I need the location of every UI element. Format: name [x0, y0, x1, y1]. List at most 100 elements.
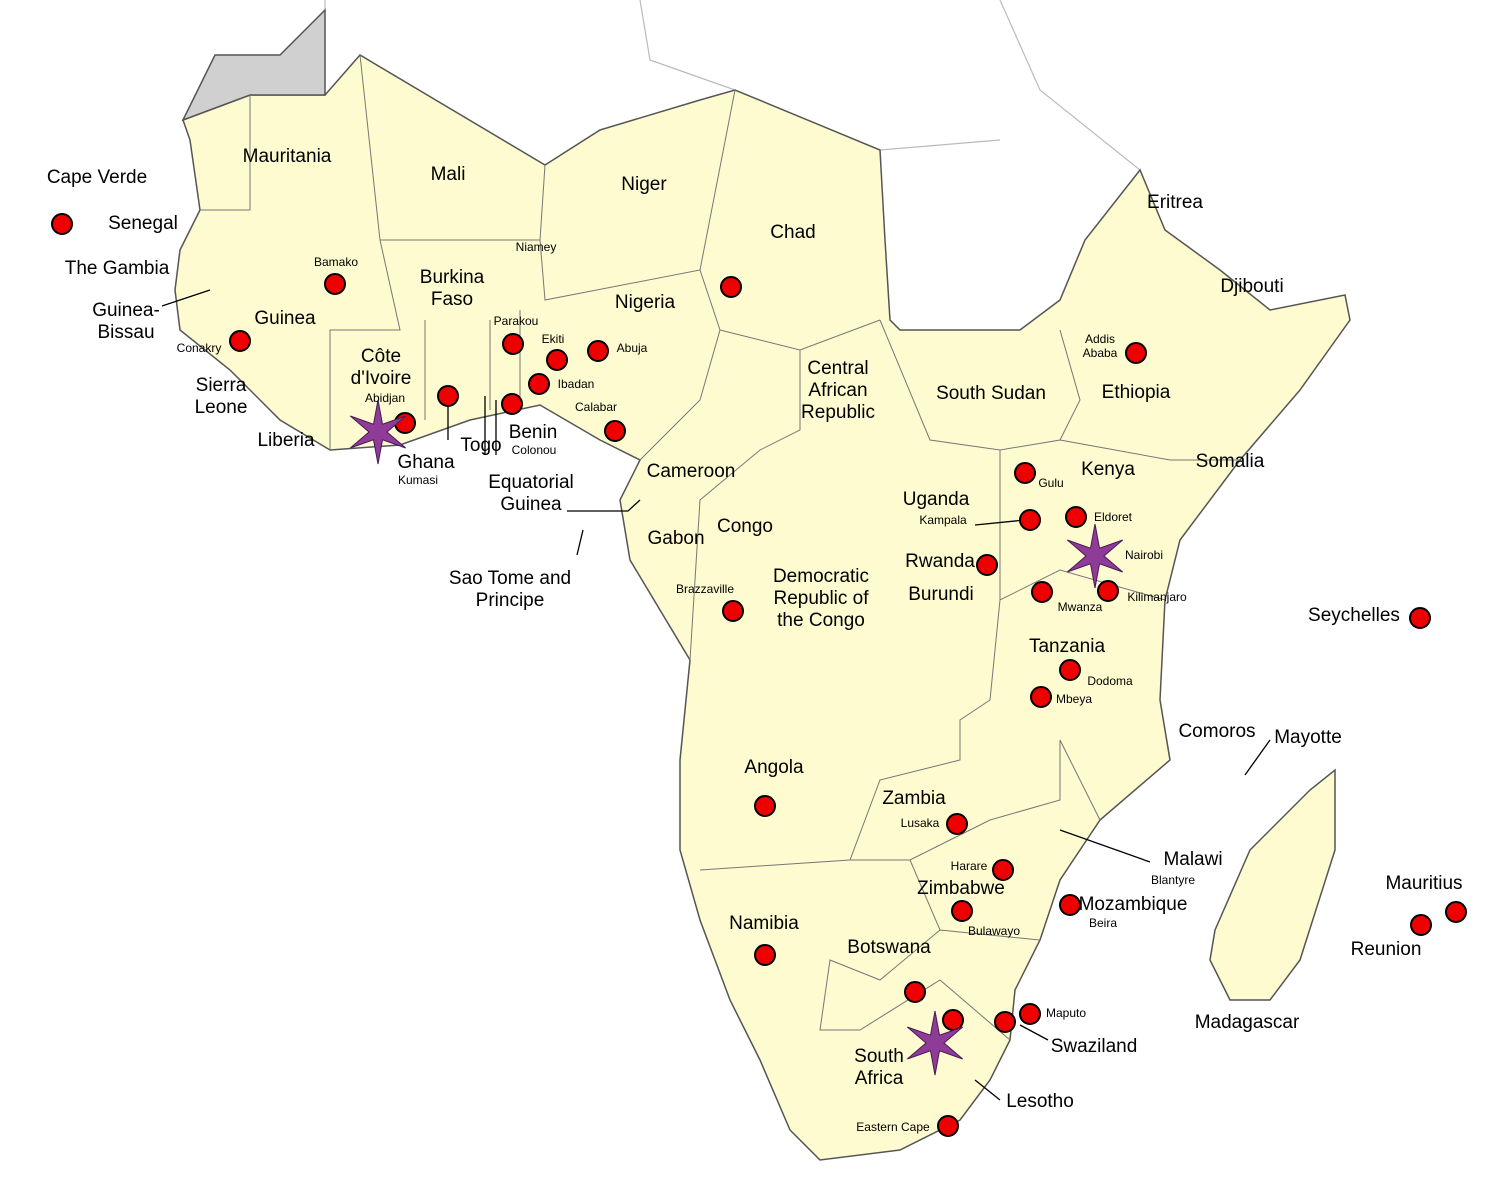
site-dot: [1014, 462, 1036, 484]
country-label: Mauritius: [1385, 873, 1463, 895]
country-label: Equatorial Guinea: [488, 472, 574, 515]
country-label: Cape Verde: [46, 167, 148, 189]
site-dot: [1019, 509, 1041, 531]
country-label: Mali: [430, 164, 466, 186]
country-label: Lesotho: [1006, 1091, 1074, 1113]
city-label: Dodoma: [1087, 674, 1133, 689]
country-label: Namibia: [729, 913, 799, 935]
site-dot: [720, 276, 742, 298]
country-label: Guinea-Bissau: [92, 300, 160, 343]
city-label: Ibadan: [557, 377, 595, 392]
country-label: Mozambique: [1078, 894, 1188, 916]
site-dot: [1030, 686, 1052, 708]
city-label: Harare: [950, 859, 988, 874]
city-label: Kilimanjaro: [1127, 590, 1187, 605]
site-dot: [722, 600, 744, 622]
site-dot: [1065, 506, 1087, 528]
country-label: Rwanda: [905, 551, 975, 573]
site-dot: [502, 333, 524, 355]
madagascar: [1209, 768, 1336, 1001]
city-label: Kampala: [919, 513, 967, 528]
country-label: Guinea: [254, 308, 316, 330]
site-dot: [951, 900, 973, 922]
city-label: Maputo: [1045, 1006, 1087, 1021]
country-label: Ethiopia: [1101, 382, 1171, 404]
country-label: Kenya: [1081, 459, 1135, 481]
site-dot: [976, 554, 998, 576]
site-dot: [1031, 581, 1053, 603]
country-label: Reunion: [1350, 939, 1422, 961]
site-dot: [51, 213, 73, 235]
country-label: Niger: [621, 174, 667, 196]
country-label: Botswana: [847, 937, 931, 959]
site-dot: [437, 385, 459, 407]
country-label: Benin: [508, 422, 558, 444]
site-dot: [992, 859, 1014, 881]
country-label: Madagascar: [1194, 1012, 1300, 1034]
country-label: Burkina Faso: [419, 267, 485, 310]
country-label: Zimbabwe: [917, 878, 1005, 900]
hub-star: [906, 1010, 964, 1076]
site-dot: [546, 349, 568, 371]
country-label: Central African Republic: [801, 358, 875, 423]
site-dot: [1059, 659, 1081, 681]
country-label: Swaziland: [1050, 1036, 1138, 1058]
city-label: Blantyre: [1150, 873, 1196, 888]
country-label: Eritrea: [1147, 192, 1203, 214]
city-label: Parakou: [493, 314, 539, 329]
city-label: Kumasi: [397, 473, 438, 488]
site-dot: [528, 373, 550, 395]
markers: [51, 213, 1467, 1137]
country-label: Senegal: [108, 213, 178, 235]
city-label: Niamey: [515, 240, 557, 255]
country-label: Gabon: [647, 528, 705, 550]
city-label: Bulawayo: [967, 924, 1021, 939]
city-label: Mwanza: [1057, 600, 1103, 615]
city-label: Lusaka: [900, 816, 940, 831]
site-dot: [1059, 894, 1081, 916]
neighbour-borders: [324, 0, 1141, 301]
country-label: Sierra Leone: [194, 375, 248, 418]
country-label: Chad: [770, 222, 816, 244]
country-label: South Africa: [854, 1046, 904, 1089]
site-dot: [1410, 914, 1432, 936]
site-dot: [1097, 580, 1119, 602]
site-dot: [946, 813, 968, 835]
country-borders: [200, 54, 1240, 1041]
site-dot: [942, 1009, 964, 1031]
site-dot: [587, 340, 609, 362]
city-label: Abidjan: [364, 391, 406, 406]
country-label: Somalia: [1195, 451, 1265, 473]
country-label: Liberia: [257, 430, 315, 452]
africa-land: [174, 54, 1351, 1161]
city-label: Nairobi: [1124, 548, 1163, 563]
country-label: Seychelles: [1308, 605, 1400, 627]
city-label: Addis Ababa: [1082, 332, 1118, 360]
city-label: Brazzaville: [675, 582, 735, 597]
country-label: Tanzania: [1028, 636, 1106, 658]
site-dot: [604, 420, 626, 442]
site-dot: [937, 1115, 959, 1137]
country-label: Sao Tome and Principe: [448, 568, 572, 611]
country-label: The Gambia: [64, 258, 170, 280]
country-label: Democratic Republic of the Congo: [772, 566, 870, 631]
country-label: Uganda: [902, 489, 970, 511]
leader-lines: [161, 289, 1271, 1101]
country-label: Nigeria: [614, 292, 676, 314]
site-dot: [1445, 901, 1467, 923]
site-dot: [1019, 1003, 1041, 1025]
city-label: Eldoret: [1093, 510, 1133, 525]
country-label: Comoros: [1178, 721, 1256, 743]
city-label: Colonou: [511, 443, 557, 458]
country-label: Mayotte: [1274, 727, 1342, 749]
country-label: Cameroon: [646, 461, 736, 483]
site-dot: [754, 795, 776, 817]
country-label: Burundi: [908, 584, 974, 606]
country-label: Zambia: [882, 788, 946, 810]
country-label: Angola: [744, 757, 804, 779]
city-label: Ekiti: [541, 332, 565, 347]
country-label: Togo: [460, 435, 502, 457]
country-label: South Sudan: [936, 383, 1046, 405]
